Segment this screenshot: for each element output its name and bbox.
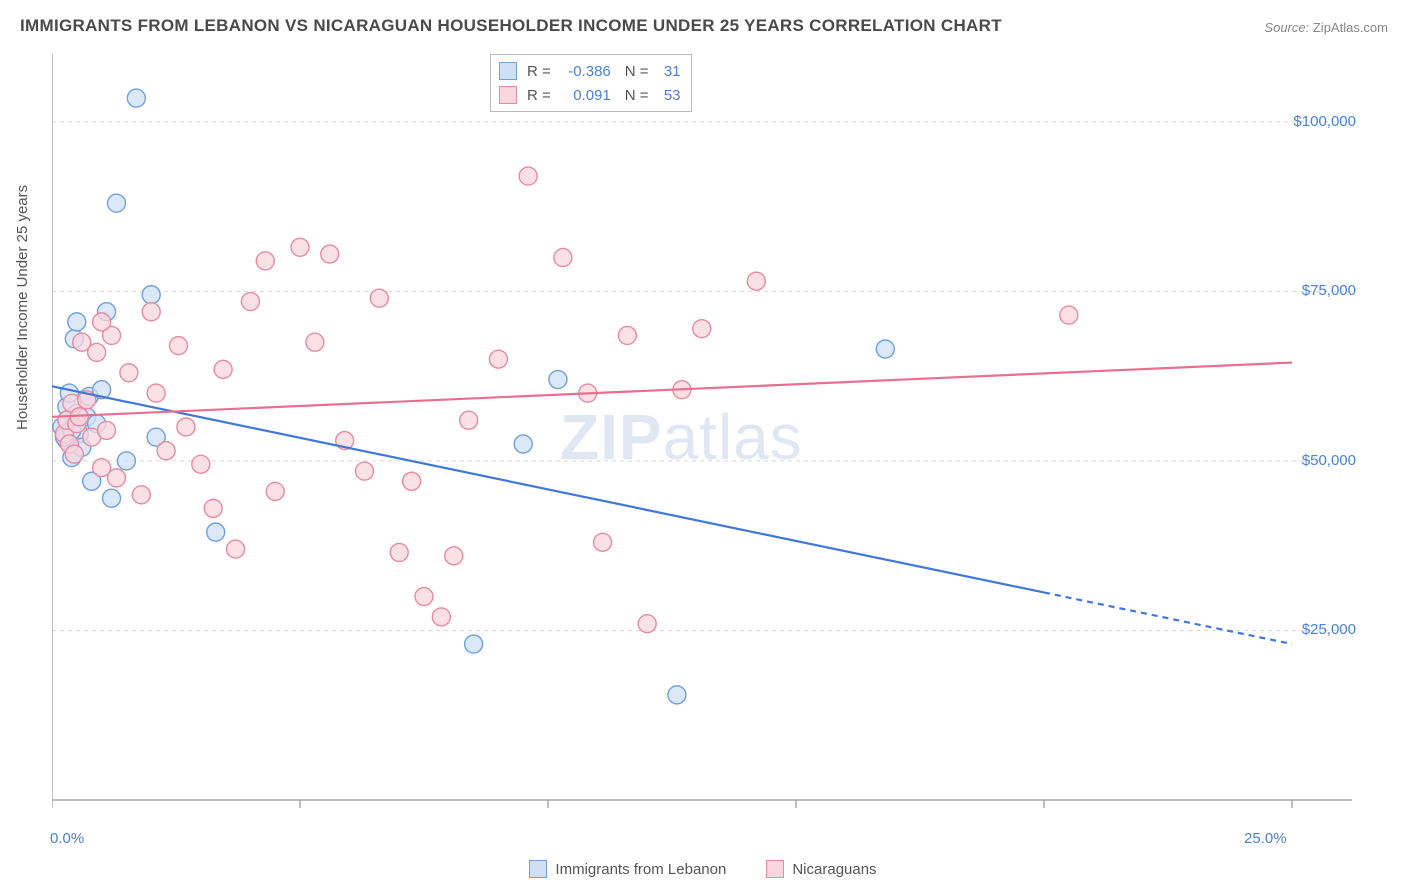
series-legend: Immigrants from Lebanon Nicaraguans <box>0 860 1406 882</box>
legend-swatch <box>499 86 517 104</box>
x-tick-label: 0.0% <box>50 830 84 847</box>
stat-label-r: R = <box>527 87 551 104</box>
stat-value-r: -0.386 <box>555 63 611 80</box>
legend-swatch <box>499 62 517 80</box>
y-tick-label: $100,000 <box>1276 113 1356 130</box>
chart-container: $25,000$50,000$75,000$100,0000.0%25.0% <box>52 48 1392 838</box>
stat-value-r: 0.091 <box>555 87 611 104</box>
x-tick-label: 25.0% <box>1244 830 1287 847</box>
legend-label: Immigrants from Lebanon <box>555 861 726 878</box>
correlation-legend: R =-0.386 N =31 R =0.091 N =53 <box>490 54 692 112</box>
y-tick-label: $50,000 <box>1276 452 1356 469</box>
correlation-row-lebanon: R =-0.386 N =31 <box>499 59 681 83</box>
y-tick-label: $75,000 <box>1276 282 1356 299</box>
stat-value-n: 31 <box>653 63 681 80</box>
y-tick-label: $25,000 <box>1276 621 1356 638</box>
legend-swatch <box>766 860 784 878</box>
stat-label-n: N = <box>625 63 649 80</box>
legend-label: Nicaraguans <box>792 861 876 878</box>
source-attribution: Source: ZipAtlas.com <box>1264 20 1388 35</box>
source-value: ZipAtlas.com <box>1313 20 1388 35</box>
scatter-chart <box>52 48 1392 838</box>
stat-label-n: N = <box>625 87 649 104</box>
legend-swatch <box>529 860 547 878</box>
chart-title: IMMIGRANTS FROM LEBANON VS NICARAGUAN HO… <box>20 16 1002 36</box>
stat-label-r: R = <box>527 63 551 80</box>
y-axis-label: Householder Income Under 25 years <box>14 185 31 430</box>
correlation-row-nicaraguans: R =0.091 N =53 <box>499 83 681 107</box>
source-label: Source: <box>1264 20 1309 35</box>
legend-item-lebanon: Immigrants from Lebanon <box>529 860 726 878</box>
stat-value-n: 53 <box>653 87 681 104</box>
legend-item-nicaraguans: Nicaraguans <box>766 860 876 878</box>
